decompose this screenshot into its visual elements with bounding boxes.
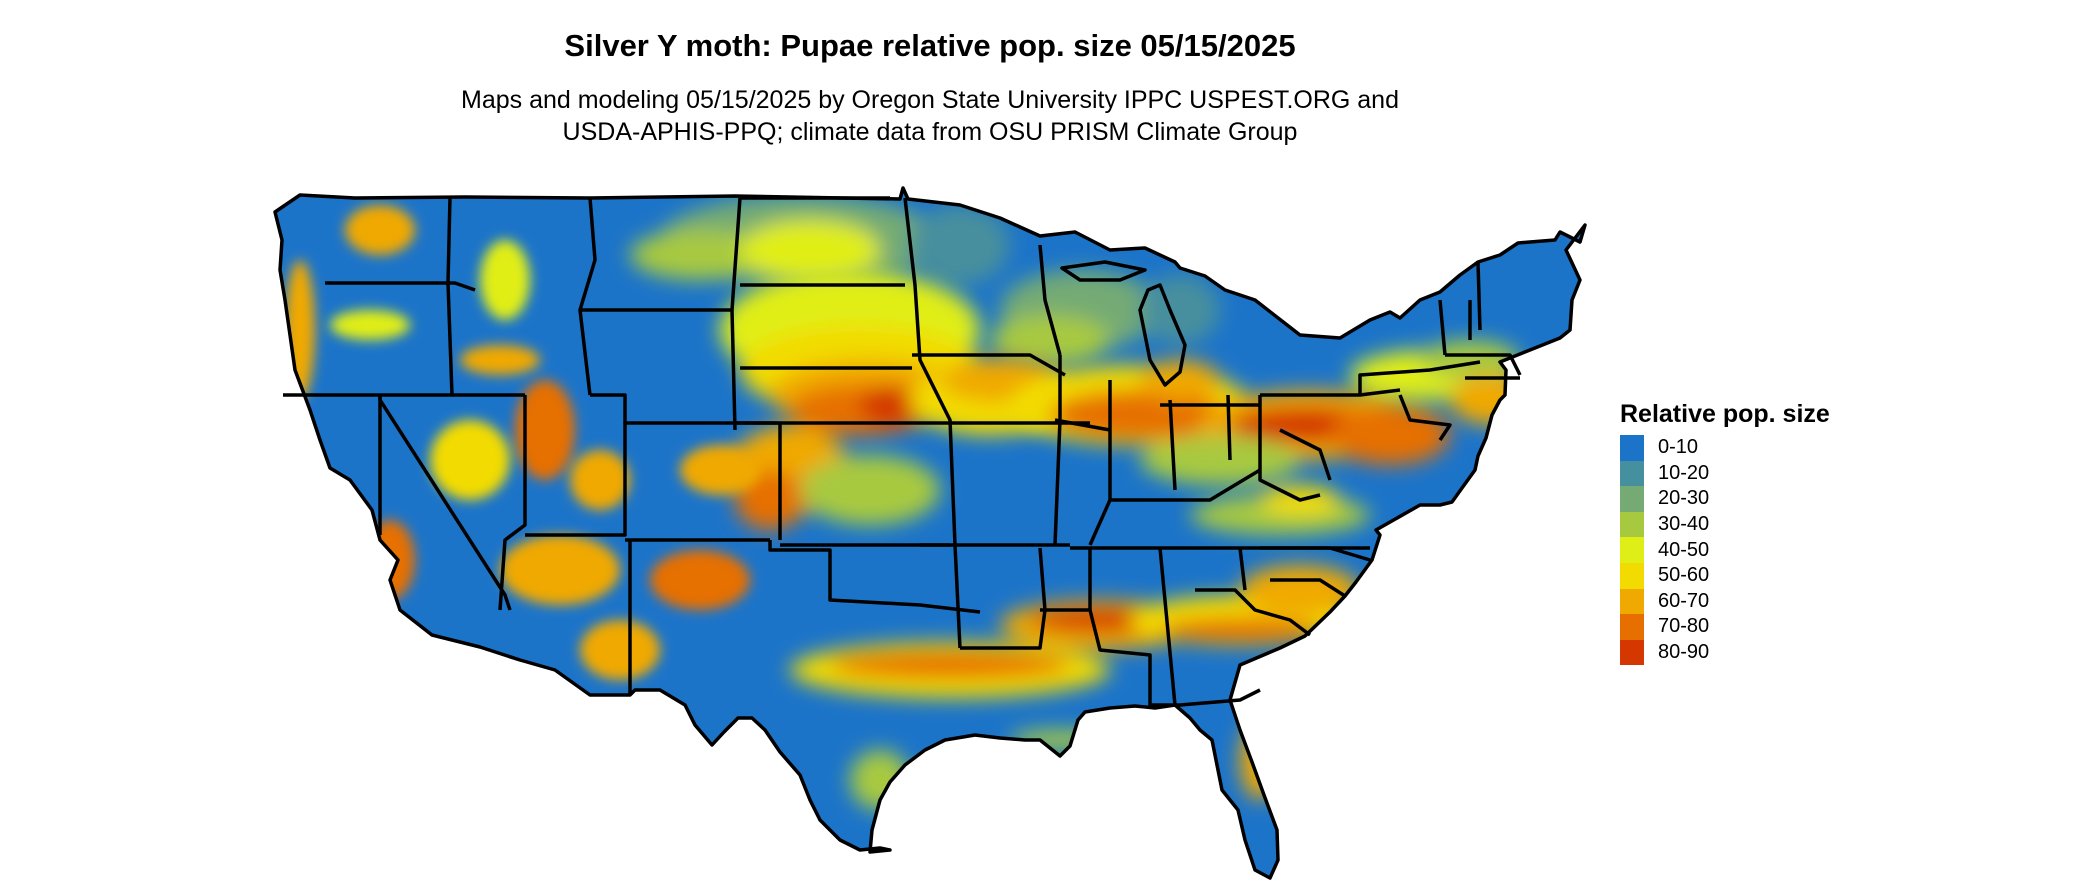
legend-item: 10-20 [1620, 460, 1830, 487]
legend-label: 80-90 [1658, 641, 1710, 664]
legend-swatch [1620, 537, 1644, 563]
map-title: Silver Y moth: Pupae relative pop. size … [564, 28, 1296, 63]
legend-item: 50-60 [1620, 562, 1830, 589]
legend-title: Relative pop. size [1620, 400, 1830, 428]
map-subtitle-line2: USDA-APHIS-PPQ; climate data from OSU PR… [562, 118, 1298, 146]
legend-label: 60-70 [1658, 589, 1710, 612]
legend-label: 20-30 [1658, 487, 1710, 510]
legend-label: 50-60 [1658, 564, 1710, 587]
legend-label: 10-20 [1658, 461, 1710, 484]
western-mountains [285, 205, 760, 680]
northern-plains-band [630, 195, 1220, 365]
legend: Relative pop. size 0-10 10-20 20-30 30-4… [1620, 400, 1830, 666]
legend-item: 40-50 [1620, 537, 1830, 563]
legend-swatch [1620, 486, 1644, 512]
legend-swatch [1620, 614, 1644, 640]
legend-label: 30-40 [1658, 513, 1710, 536]
legend-item: 30-40 [1620, 511, 1830, 538]
legend-label: 70-80 [1658, 615, 1710, 638]
legend-item: 20-30 [1620, 486, 1830, 512]
legend-item: 70-80 [1620, 614, 1830, 640]
legend-item: 80-90 [1620, 639, 1830, 666]
map-subtitle-line1: Maps and modeling 05/15/2025 by Oregon S… [461, 86, 1399, 114]
state-borders [273, 186, 1587, 880]
legend-swatch [1620, 435, 1644, 461]
legend-swatch [1620, 639, 1644, 666]
legend-swatch [1620, 588, 1644, 615]
legend-label: 40-50 [1658, 538, 1710, 561]
legend-item: 60-70 [1620, 588, 1830, 615]
legend-label: 0-10 [1658, 436, 1699, 459]
legend-swatch [1620, 511, 1644, 538]
legend-swatch [1620, 562, 1644, 589]
legend-swatch [1620, 460, 1644, 487]
legend-item: 0-10 [1620, 435, 1830, 461]
